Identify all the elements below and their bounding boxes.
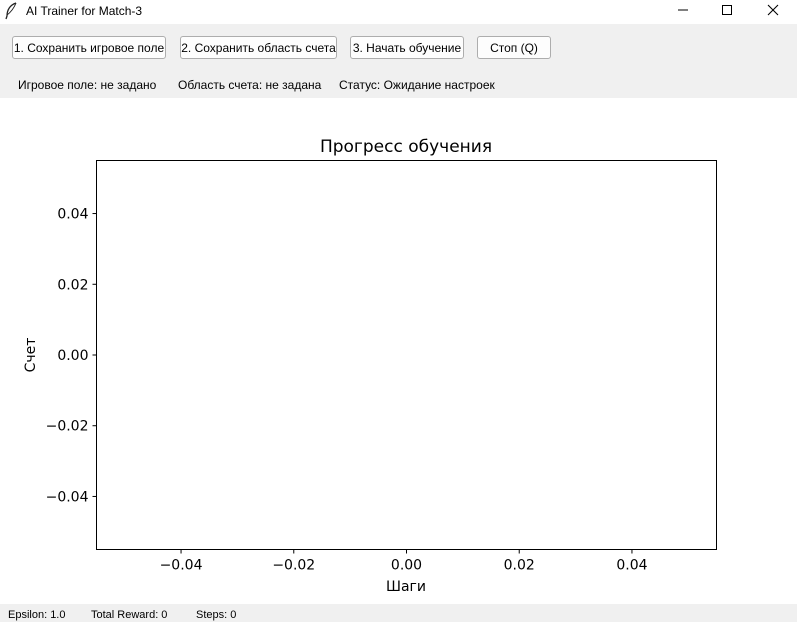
plot-area: Прогресс обучения −0.04 −0.02 0.00 0.02 0.04…	[0, 98, 797, 604]
x-tick-label: −0.02	[272, 558, 315, 574]
start-training-button[interactable]: 3. Начать обучение	[350, 36, 464, 59]
maximize-button[interactable]	[704, 0, 750, 20]
toolbar: 1. Сохранить игровое поле 2. Сохранить о…	[0, 24, 797, 98]
maximize-icon	[722, 5, 732, 15]
y-tick-label: −0.02	[46, 419, 89, 435]
close-icon	[767, 4, 779, 16]
training-status: Статус: Ожидание настроек	[339, 78, 495, 92]
epsilon-value: Epsilon: 1.0	[8, 609, 66, 621]
total-reward-value: Total Reward: 0	[91, 609, 168, 621]
window-title: AI Trainer for Match-3	[26, 4, 143, 18]
x-tick-label: −0.04	[160, 558, 203, 574]
x-axis-label: Шаги	[386, 579, 426, 595]
game-field-status: Игровое поле: не задано	[18, 78, 157, 92]
title-bar: AI Trainer for Match-3	[0, 0, 797, 24]
y-tick-label: 0.04	[57, 207, 88, 223]
save-game-field-button[interactable]: 1. Сохранить игровое поле	[12, 36, 166, 59]
minimize-icon	[678, 9, 688, 11]
x-axis: −0.04 −0.02 0.00 0.02 0.04	[160, 549, 648, 574]
status-bar: Epsilon: 1.0 Total Reward: 0 Steps: 0	[0, 604, 797, 622]
y-axis-label: Счет	[23, 338, 39, 373]
close-button[interactable]	[750, 0, 796, 20]
feather-icon	[4, 2, 20, 22]
minimize-button[interactable]	[660, 0, 706, 20]
y-axis: 0.04 0.02 0.00 −0.02 −0.04	[46, 207, 97, 505]
save-score-area-button[interactable]: 2. Сохранить область счета	[180, 36, 337, 59]
y-tick-label: −0.04	[46, 489, 89, 505]
x-tick-label: 0.00	[391, 558, 422, 574]
score-area-status: Область счета: не задана	[178, 78, 322, 92]
chart-title: Прогресс обучения	[320, 137, 492, 157]
plot-frame	[96, 160, 717, 550]
stop-button[interactable]: Стоп (Q)	[477, 36, 551, 59]
training-progress-chart: Прогресс обучения −0.04 −0.02 0.00 0.02 0.04…	[23, 137, 717, 595]
x-tick-label: 0.04	[616, 558, 647, 574]
x-tick-label: 0.02	[504, 558, 535, 574]
y-tick-label: 0.00	[57, 348, 88, 364]
steps-value: Steps: 0	[196, 609, 237, 621]
y-tick-label: 0.02	[57, 277, 88, 293]
